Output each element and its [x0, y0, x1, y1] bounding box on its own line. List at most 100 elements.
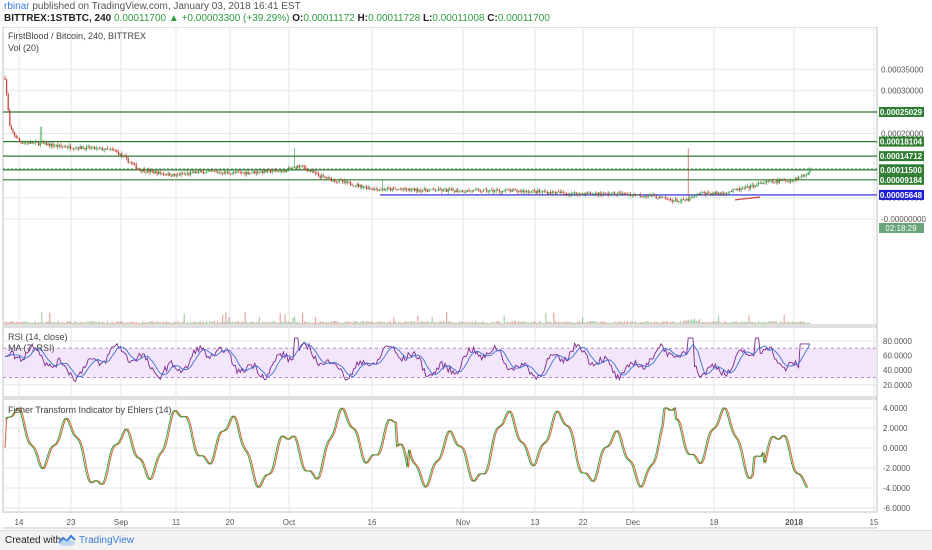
volume-bar — [281, 321, 283, 324]
candle-body — [182, 173, 184, 175]
candle-body — [609, 194, 611, 195]
candle-body — [73, 148, 75, 150]
candle-body — [620, 193, 622, 195]
volume-bar — [215, 322, 217, 324]
volume-bar — [217, 321, 219, 324]
candle-body — [753, 184, 755, 188]
volume-bar — [354, 321, 356, 324]
tradingview-brand-link[interactable]: TradingView — [79, 535, 135, 546]
candle-body — [713, 193, 715, 195]
candle-body — [100, 147, 102, 149]
volume-bar — [423, 321, 425, 324]
volume-bar — [399, 322, 401, 324]
candle-body — [38, 142, 40, 146]
volume-bar — [598, 322, 600, 324]
volume-bar — [793, 321, 795, 324]
volume-bar — [334, 321, 336, 324]
tradingview-logo-icon[interactable] — [58, 534, 76, 546]
candle-body — [689, 197, 691, 201]
volume-bar — [383, 321, 385, 324]
candle-body — [353, 185, 355, 187]
candle-body — [394, 188, 396, 190]
volume-bar — [732, 321, 734, 324]
candle-body — [497, 190, 499, 191]
volume-bar — [714, 321, 716, 324]
candle-body — [772, 180, 774, 183]
candle-body — [610, 193, 612, 195]
volume-bar — [329, 322, 331, 324]
candle-body — [194, 171, 196, 174]
level-price-label: 0.00025029 — [880, 108, 923, 117]
candle-body — [738, 188, 740, 191]
candle-body — [676, 199, 678, 202]
author-link[interactable]: rbinar — [4, 1, 30, 12]
chart-header: rbinar published on TradingView.com, Jan… — [0, 0, 932, 27]
volume-bar — [340, 322, 342, 324]
candle-body — [167, 173, 169, 176]
candle-body — [118, 151, 120, 155]
price-pane[interactable] — [2, 27, 878, 326]
volume-bar — [263, 322, 265, 324]
candle-body — [135, 164, 137, 169]
candle-body — [540, 191, 542, 193]
volume-bar — [788, 322, 790, 324]
volume-bar — [78, 322, 80, 324]
volume-bar — [686, 320, 688, 324]
time-tick-label: 2018 — [785, 518, 803, 527]
candle-body — [438, 188, 440, 191]
candle-body — [482, 189, 484, 192]
volume-bar — [246, 321, 248, 324]
volume-bar — [692, 320, 694, 324]
volume-bar — [137, 322, 139, 324]
volume-bar — [434, 322, 436, 324]
candle-body — [338, 179, 340, 182]
volume-bar — [796, 322, 798, 324]
candle-body — [455, 189, 457, 193]
volume-bar — [487, 322, 489, 324]
volume-bar — [289, 322, 291, 324]
volume-bar — [273, 321, 275, 324]
volume-bar — [703, 321, 705, 324]
volume-bar — [572, 322, 574, 324]
candle-body — [70, 145, 72, 149]
candle-body — [586, 192, 588, 194]
volume-bar — [98, 321, 100, 324]
volume-bar — [297, 322, 299, 324]
volume-bar — [47, 321, 49, 324]
volume-bar — [746, 321, 748, 324]
volume-bar — [679, 321, 681, 324]
ohlc-line: BITTREX:1STBTC, 240 0.00011700 ▲ +0.0000… — [4, 13, 550, 25]
volume-bar — [228, 317, 230, 324]
candle-body — [554, 192, 556, 194]
candle-body — [20, 141, 22, 143]
volume-bar — [702, 321, 704, 324]
volume-bars — [4, 312, 811, 324]
volume-bar — [626, 321, 628, 324]
volume-bar — [511, 321, 513, 324]
volume-bar — [6, 321, 8, 324]
candle-body — [214, 171, 216, 173]
candle-body — [34, 141, 36, 143]
volume-bar — [786, 321, 788, 324]
candle-body — [186, 173, 188, 174]
candle-body — [518, 191, 520, 192]
volume-bar — [588, 321, 590, 324]
volume-bar — [575, 322, 577, 324]
candle-body — [44, 142, 46, 144]
volume-bar — [279, 313, 281, 324]
fisher-tick-label: -6.0000 — [883, 504, 911, 513]
candle-body — [359, 184, 361, 187]
candle-body — [161, 173, 163, 174]
candle-body — [524, 190, 526, 192]
volume-bar — [87, 322, 89, 324]
volume-bar — [230, 322, 232, 324]
volume-bar — [196, 322, 198, 324]
candle-body — [564, 192, 566, 194]
chart-canvas[interactable]: FirstBlood / Bitcoin, 240, BITTREX Vol (… — [0, 27, 932, 530]
rsi-tick-label: 60.0000 — [883, 352, 912, 361]
volume-bar — [462, 321, 464, 324]
candle-body — [169, 173, 171, 176]
time-tick-label: 20 — [226, 518, 235, 527]
volume-title: Vol (20) — [8, 43, 39, 53]
candle-body — [404, 188, 406, 190]
